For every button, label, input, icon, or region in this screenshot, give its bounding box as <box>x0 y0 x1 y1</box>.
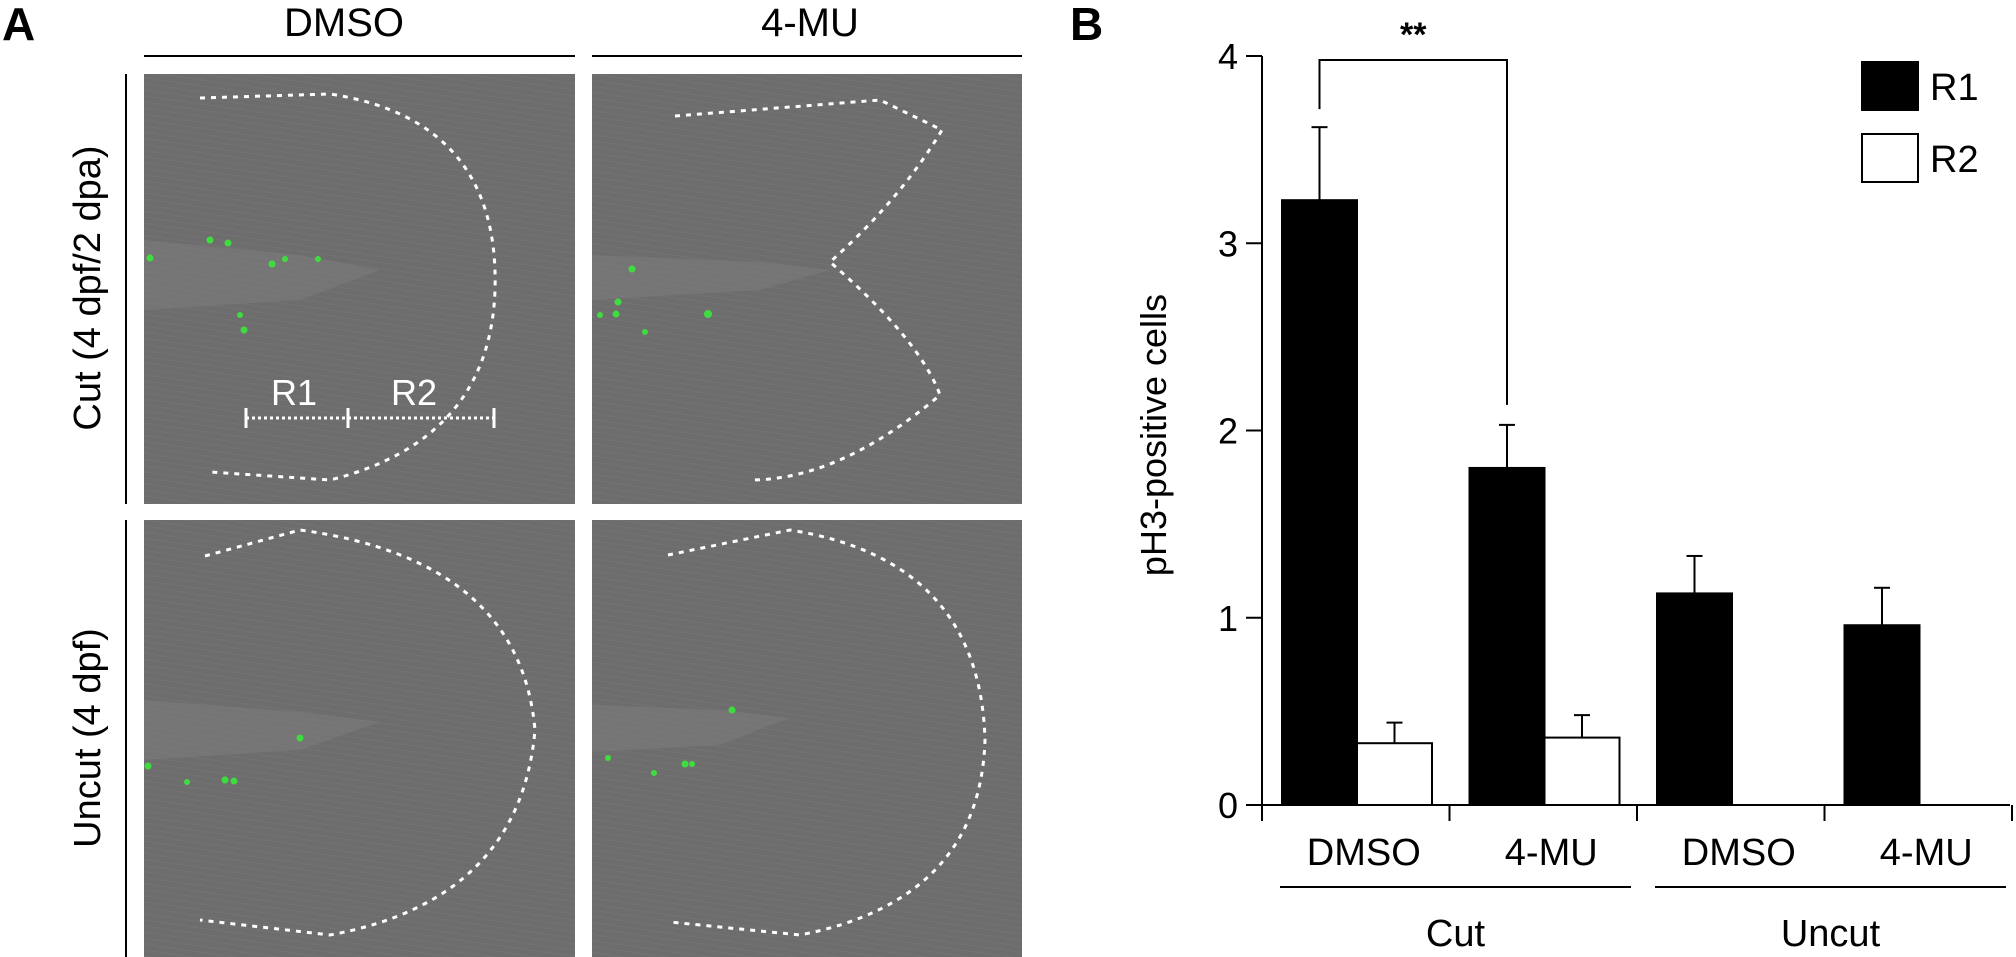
bar-r1 <box>1656 592 1733 806</box>
bar-r1 <box>1281 199 1358 806</box>
y-axis-label: pH3-positive cells <box>1133 294 1174 576</box>
significance-bracket <box>1318 59 1508 405</box>
legend-swatch-r1 <box>1861 61 1919 111</box>
y-tick-label: 3 <box>1218 223 1238 264</box>
y-tick-label: 1 <box>1218 598 1238 639</box>
legend-swatch-r2 <box>1861 133 1919 183</box>
row-header-uncut: Uncut (4 dpf) <box>67 628 109 848</box>
row-header-cut: Cut (4 dpf/2 dpa) <box>67 145 109 430</box>
fin-outline <box>674 98 945 482</box>
x-category-label: 4-MU <box>1880 832 1973 874</box>
micrograph-uncut-4mu <box>592 520 1022 957</box>
region-scale-bar <box>244 408 496 428</box>
panel-a-letter: A <box>2 0 35 50</box>
y-tick-label: 2 <box>1218 411 1238 452</box>
fin-outline <box>199 528 537 937</box>
ph3-cell-group <box>597 265 712 335</box>
x-category-label: DMSO <box>1307 832 1421 874</box>
notochord-shape <box>144 240 380 310</box>
x-category-label: DMSO <box>1682 832 1796 874</box>
bar-r1 <box>1468 466 1546 806</box>
fin-outline <box>667 528 987 937</box>
notochord-shape <box>144 700 380 760</box>
x-category-label: 4-MU <box>1505 832 1598 874</box>
significance-label: ** <box>1400 16 1427 54</box>
notochord-shape <box>592 705 790 752</box>
micrograph-cut-dmso: R1 R2 <box>144 74 575 504</box>
ph3-cell-group <box>605 706 736 776</box>
panel-b-letter: B <box>1070 0 1103 50</box>
bar-chart: 0 1 2 3 4 DMSO 4-MU DMSO 4-MU Cut Uncut ** R1 R2 <box>1218 16 2013 955</box>
fin-outline <box>199 92 497 482</box>
group-label: Uncut <box>1781 913 1881 955</box>
y-tick-label: 0 <box>1218 785 1238 826</box>
region-label-r2: R2 <box>391 372 437 413</box>
micrograph-cut-4mu <box>592 74 1022 504</box>
y-tick-label: 4 <box>1218 36 1238 77</box>
bar-r2 <box>1543 736 1621 807</box>
column-header-dmso: DMSO <box>284 1 404 45</box>
bar-r2 <box>1356 742 1433 807</box>
notochord-shape <box>592 255 830 300</box>
ph3-cell-group <box>146 236 321 334</box>
micrograph-uncut-dmso <box>144 520 575 957</box>
legend-label-r1: R1 <box>1930 67 1979 109</box>
column-header-4mu: 4-MU <box>761 1 859 45</box>
group-label: Cut <box>1426 913 1486 955</box>
region-label-r1: R1 <box>271 372 317 413</box>
bar-r1 <box>1843 624 1921 806</box>
ph3-cell-group <box>144 734 304 785</box>
legend-label-r2: R2 <box>1930 139 1979 181</box>
